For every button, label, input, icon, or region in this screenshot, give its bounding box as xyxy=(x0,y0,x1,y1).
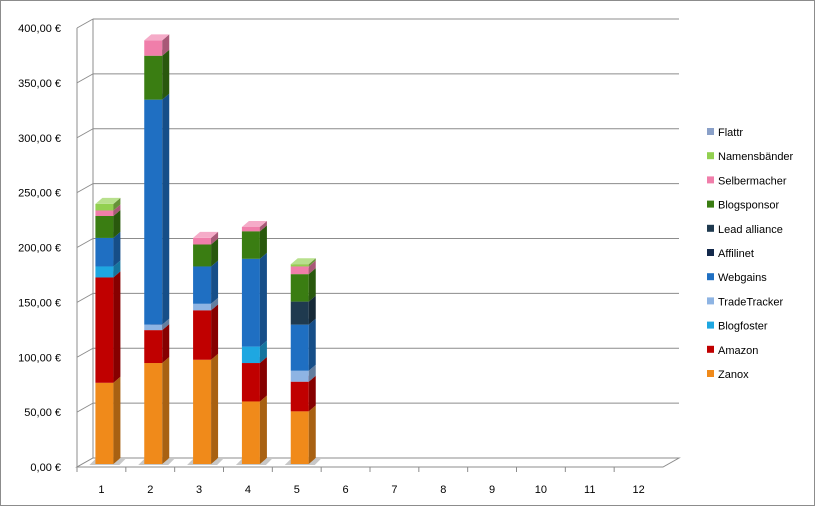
bars: Zanox: 74Amazon: 96Blogfoster: 10Webgain… xyxy=(89,34,321,465)
legend-label: Webgains xyxy=(718,272,767,284)
legend-swatch xyxy=(707,321,714,329)
legend-swatch xyxy=(707,345,714,353)
y-tick-label: 100,00 € xyxy=(18,352,61,364)
legend-swatch xyxy=(707,152,714,160)
y-gridline xyxy=(76,18,679,29)
y-tick-label: 350,00 € xyxy=(18,78,61,90)
legend-label: Selbermacher xyxy=(718,175,787,187)
legend-item: Blogfoster xyxy=(707,321,768,333)
legend-label: Amazon xyxy=(718,345,758,357)
bar-segment: Amazon: 35 xyxy=(241,357,267,402)
bar-segment: Blogsponsor: 40 xyxy=(144,49,170,100)
x-tick-label: 6 xyxy=(343,484,349,496)
legend-label: TradeTracker xyxy=(718,296,784,308)
x-tick-label: 3 xyxy=(196,484,202,496)
legend-label: Namensbänder xyxy=(718,151,794,163)
x-tick-label: 8 xyxy=(440,484,446,496)
bar-segment: Webgains: 42 xyxy=(290,318,316,371)
legend-label: Zanox xyxy=(718,369,749,381)
legend-item: Zanox xyxy=(707,369,749,381)
bar-segment: Webgains: 80 xyxy=(241,252,267,347)
legend-item: Blogsponsor xyxy=(707,200,779,212)
legend-swatch xyxy=(707,370,714,377)
y-tick-label: 150,00 € xyxy=(18,297,61,309)
legend-swatch xyxy=(707,128,714,135)
legend-label: Blogsponsor xyxy=(718,200,779,212)
y-gridline xyxy=(76,402,679,413)
x-tick-label: 10 xyxy=(535,484,547,496)
y-tick-label: 200,00 € xyxy=(18,243,61,255)
x-tick-label: 1 xyxy=(98,484,104,496)
y-tick-label: 400,00 € xyxy=(18,23,61,35)
bar-segment: Selbermacher: 4 xyxy=(241,220,267,232)
legend-swatch xyxy=(707,200,714,208)
bar-segment: Zanox: 74 xyxy=(95,376,121,464)
legend-swatch xyxy=(707,224,714,232)
legend-label: Lead alliance xyxy=(718,224,783,236)
legend-item: Affilinet xyxy=(707,248,754,260)
gridlines xyxy=(76,18,679,468)
legend-label: Affilinet xyxy=(718,248,754,260)
bar-segment: Webgains: 34 xyxy=(193,260,219,304)
legend-item: Amazon xyxy=(707,345,758,357)
y-gridline xyxy=(76,238,679,248)
bar-segment: Selbermacher: 14 xyxy=(144,34,170,56)
legend-item: Webgains xyxy=(707,272,767,284)
bar-segment: Namensbänder: 2 xyxy=(290,258,316,267)
x-tick-label: 12 xyxy=(632,484,644,496)
legend-swatch xyxy=(707,297,714,305)
legend-item: Flattr xyxy=(707,127,743,139)
y-gridline xyxy=(76,347,679,358)
bar-segment: Amazon: 45 xyxy=(193,304,219,360)
x-tick-label: 9 xyxy=(489,484,495,496)
bar-segment: Zanox: 92 xyxy=(144,357,170,464)
x-tick-label: 11 xyxy=(584,484,595,496)
x-tick-label: 4 xyxy=(245,484,251,496)
x-tick-label: 5 xyxy=(294,484,300,496)
y-tick-label: 250,00 € xyxy=(18,188,61,200)
legend-item: Namensbänder xyxy=(707,151,794,163)
bar-segment: Zanox: 48 xyxy=(290,405,316,464)
bar-segment: Zanox: 57 xyxy=(241,395,267,464)
y-gridline xyxy=(76,292,679,303)
legend-item: Selbermacher xyxy=(707,175,787,187)
legend-swatch xyxy=(707,273,714,281)
y-tick-label: 300,00 € xyxy=(18,133,61,145)
y-gridline xyxy=(76,183,679,194)
x-tick-label: 7 xyxy=(391,484,397,496)
legend-swatch xyxy=(707,176,714,184)
bar-segment: Selbermacher: 6 xyxy=(193,231,219,245)
bar-segment: Zanox: 95 xyxy=(193,353,219,464)
y-gridline xyxy=(76,128,679,139)
bar-segment: Namensbänder: 6 xyxy=(95,197,121,211)
legend-item: Lead alliance xyxy=(707,224,783,236)
legend-swatch xyxy=(707,249,714,256)
floor xyxy=(75,457,681,468)
legend: Flattr Namensbänder Selbermacher Blogsponso… xyxy=(707,127,794,381)
y-tick-label: 50,00 € xyxy=(24,407,61,419)
bar-segment: Webgains: 205 xyxy=(144,93,170,325)
bar-segment: Amazon: 96 xyxy=(95,271,121,383)
legend-label: Flattr xyxy=(718,127,743,139)
x-tick-label: 2 xyxy=(147,484,153,496)
legend-label: Blogfoster xyxy=(718,321,768,333)
y-gridline xyxy=(76,73,679,84)
legend-item: TradeTracker xyxy=(707,296,784,308)
y-tick-label: 0,00 € xyxy=(30,462,61,474)
axes: 0,00 € 50,00 € 100,00 € 150,00 € 200,00 € 250… xyxy=(18,23,681,496)
